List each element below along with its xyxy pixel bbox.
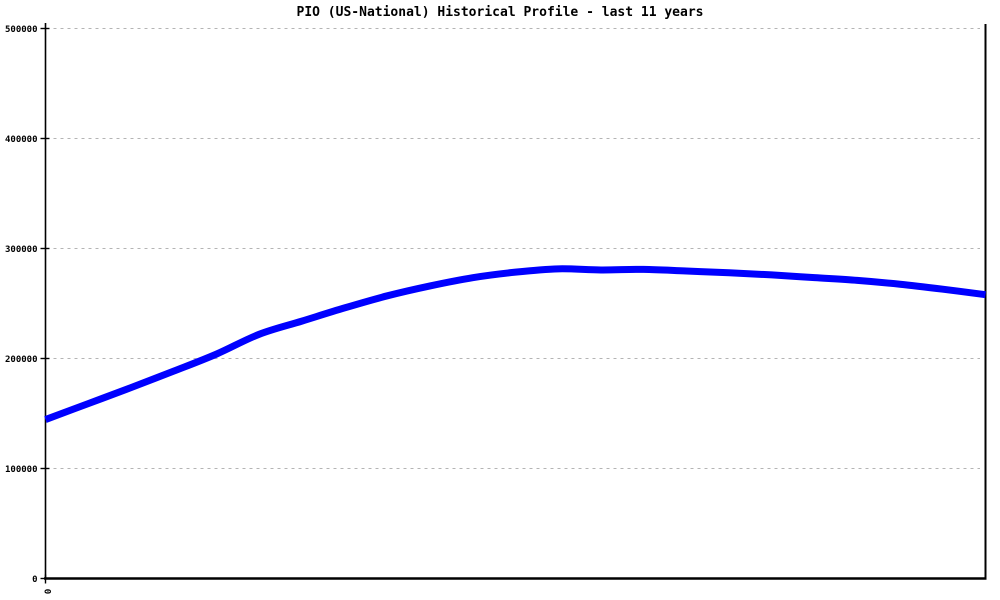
y-tick-label-0: 0 <box>32 575 37 585</box>
chart-title: PIO (US-National) Historical Profile - l… <box>296 5 704 20</box>
y-tick-label-400000: 400000 <box>5 135 38 145</box>
y-tick-label-500000: 500000 <box>5 25 38 35</box>
series-line-PIO (US-National) <box>44 265 986 423</box>
y-tick-label-300000: 300000 <box>5 245 38 255</box>
x-tick-label-0: 0 <box>42 589 52 594</box>
y-tick-label-200000: 200000 <box>5 355 38 365</box>
y-tick-label-100000: 100000 <box>5 465 38 475</box>
